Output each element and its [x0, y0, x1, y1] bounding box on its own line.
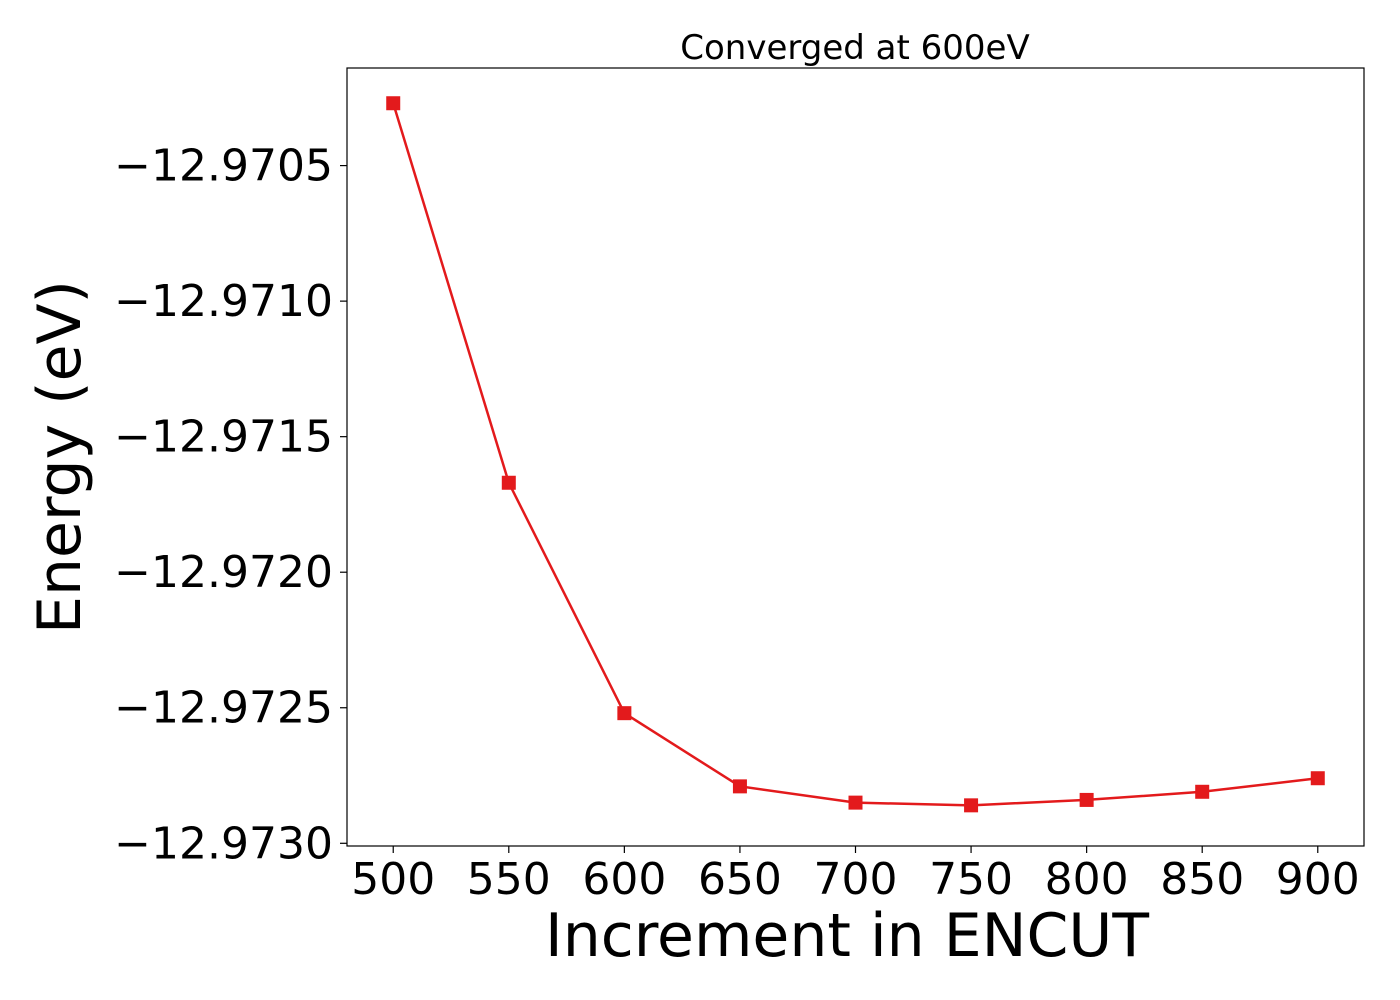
y-axis-label: Energy (eV)	[25, 280, 95, 634]
chart-title: Converged at 600eV	[680, 28, 1029, 68]
y-axis-ticks: −12.9705 −12.9710 −12.9715 −12.9720 −12.9725…	[114, 141, 347, 869]
x-axis-label: Increment in ENCUT	[545, 901, 1149, 971]
y-tick-label: −12.9705	[114, 141, 333, 192]
data-point	[848, 795, 863, 810]
y-tick-label: −12.9710	[114, 276, 333, 327]
series-layer	[386, 96, 1325, 813]
data-point	[386, 96, 401, 111]
data-point	[501, 475, 516, 490]
data-point	[1079, 792, 1094, 807]
data-point	[1310, 771, 1325, 786]
x-tick-label: 750	[929, 854, 1013, 905]
x-tick-label: 700	[814, 854, 898, 905]
x-tick-label: 800	[1045, 854, 1129, 905]
y-tick-label: −12.9715	[114, 412, 333, 463]
x-axis-ticks: 500 550 600 650 700 750 800 850 900	[351, 846, 1360, 905]
data-point	[732, 779, 747, 794]
x-tick-label: 550	[467, 854, 551, 905]
plot-frame	[346, 67, 1365, 847]
x-tick-label: 600	[582, 854, 666, 905]
x-tick-label: 850	[1160, 854, 1244, 905]
data-point	[1195, 784, 1210, 799]
x-tick-label: 500	[351, 854, 435, 905]
data-point	[617, 706, 632, 721]
data-point	[964, 798, 979, 813]
x-tick-label: 650	[698, 854, 782, 905]
series-line	[392, 102, 1318, 807]
x-tick-label: 900	[1276, 854, 1360, 905]
y-tick-label: −12.9730	[114, 818, 333, 869]
y-tick-label: −12.9720	[114, 547, 333, 598]
y-tick-label: −12.9725	[114, 683, 333, 734]
